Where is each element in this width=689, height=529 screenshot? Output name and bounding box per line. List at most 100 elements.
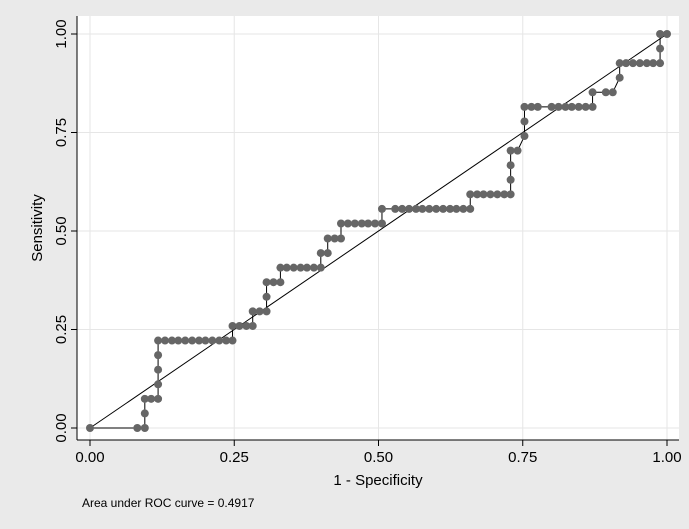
roc-point — [195, 336, 204, 345]
roc-point — [574, 102, 583, 111]
roc-point — [554, 102, 563, 111]
roc-point — [473, 190, 482, 199]
roc-point — [398, 204, 407, 213]
roc-point — [377, 219, 386, 228]
roc-point — [412, 204, 421, 213]
roc-point — [276, 263, 285, 272]
roc-point — [527, 102, 536, 111]
roc-point — [656, 44, 665, 53]
roc-point — [140, 394, 149, 403]
roc-point — [520, 102, 529, 111]
roc-point — [520, 132, 529, 141]
roc-point — [154, 394, 163, 403]
roc-point — [316, 249, 325, 258]
roc-point — [140, 424, 149, 432]
roc-point — [133, 424, 142, 432]
roc-point — [663, 30, 671, 38]
roc-point — [147, 394, 156, 403]
roc-point — [506, 190, 515, 199]
roc-point — [343, 219, 352, 228]
x-tick-label: 1.00 — [652, 449, 681, 466]
roc-point — [154, 336, 163, 345]
roc-point — [222, 336, 231, 345]
roc-point — [276, 278, 285, 287]
roc-point — [262, 292, 271, 301]
roc-point — [248, 307, 257, 316]
roc-point — [466, 204, 475, 213]
roc-point — [364, 219, 373, 228]
roc-point — [466, 190, 475, 199]
roc-point — [302, 263, 311, 272]
y-tick-label: 0.25 — [53, 315, 70, 344]
roc-point — [323, 249, 332, 258]
roc-point — [269, 278, 278, 287]
roc-point — [459, 204, 468, 213]
roc-point — [296, 263, 305, 272]
roc-point — [642, 59, 651, 68]
roc-point — [622, 59, 631, 68]
roc-point — [140, 409, 149, 418]
roc-point — [357, 219, 366, 228]
x-tick-label: 0.75 — [508, 449, 537, 466]
roc-point — [167, 336, 176, 345]
roc-point — [188, 336, 197, 345]
roc-point — [350, 219, 359, 228]
roc-point — [405, 204, 414, 213]
roc-point — [282, 263, 291, 272]
roc-point — [649, 59, 658, 68]
roc-point — [289, 263, 298, 272]
roc-point — [201, 336, 210, 345]
roc-point — [154, 380, 163, 389]
auc-note: Area under ROC curve = 0.4917 — [82, 496, 255, 510]
roc-point — [86, 424, 94, 432]
roc-point — [588, 88, 597, 97]
roc-point — [656, 30, 665, 38]
roc-point — [255, 307, 264, 316]
roc-point — [391, 204, 400, 213]
roc-point — [615, 59, 624, 68]
roc-point — [418, 204, 427, 213]
roc-point — [336, 219, 345, 228]
roc-point — [309, 263, 318, 272]
roc-point — [452, 204, 461, 213]
y-axis-ticks: 0.00 0.25 0.50 0.75 1.00 — [53, 19, 77, 443]
roc-point — [174, 336, 183, 345]
y-tick-label: 0.50 — [53, 216, 70, 245]
roc-point — [336, 234, 345, 243]
reference-diagonal — [89, 33, 668, 429]
roc-point — [208, 336, 217, 345]
y-axis-title: Sensitivity — [29, 194, 46, 262]
roc-point — [181, 336, 190, 345]
roc-points — [86, 30, 671, 432]
roc-point — [161, 336, 170, 345]
roc-point — [615, 73, 624, 82]
roc-point — [493, 190, 502, 199]
roc-point — [588, 102, 597, 111]
roc-point — [479, 190, 488, 199]
roc-point — [323, 234, 332, 243]
y-tick-label: 1.00 — [53, 19, 70, 48]
roc-point — [533, 102, 542, 111]
roc-point — [242, 321, 251, 330]
roc-point — [432, 204, 441, 213]
roc-point — [506, 161, 515, 170]
roc-point — [235, 321, 244, 330]
roc-point — [425, 204, 434, 213]
roc-point — [635, 59, 644, 68]
roc-point — [500, 190, 509, 199]
roc-point — [486, 190, 495, 199]
roc-point — [248, 321, 257, 330]
roc-point — [446, 204, 455, 213]
x-axis-title: 1 - Specificity — [333, 472, 423, 489]
roc-point — [520, 117, 529, 126]
roc-point — [608, 88, 617, 97]
roc-point — [228, 336, 237, 345]
roc-point — [377, 204, 386, 213]
roc-point — [371, 219, 380, 228]
roc-point — [547, 102, 556, 111]
grid-lines — [77, 16, 679, 440]
roc-point — [628, 59, 637, 68]
roc-point — [228, 321, 237, 330]
roc-point — [215, 336, 224, 345]
